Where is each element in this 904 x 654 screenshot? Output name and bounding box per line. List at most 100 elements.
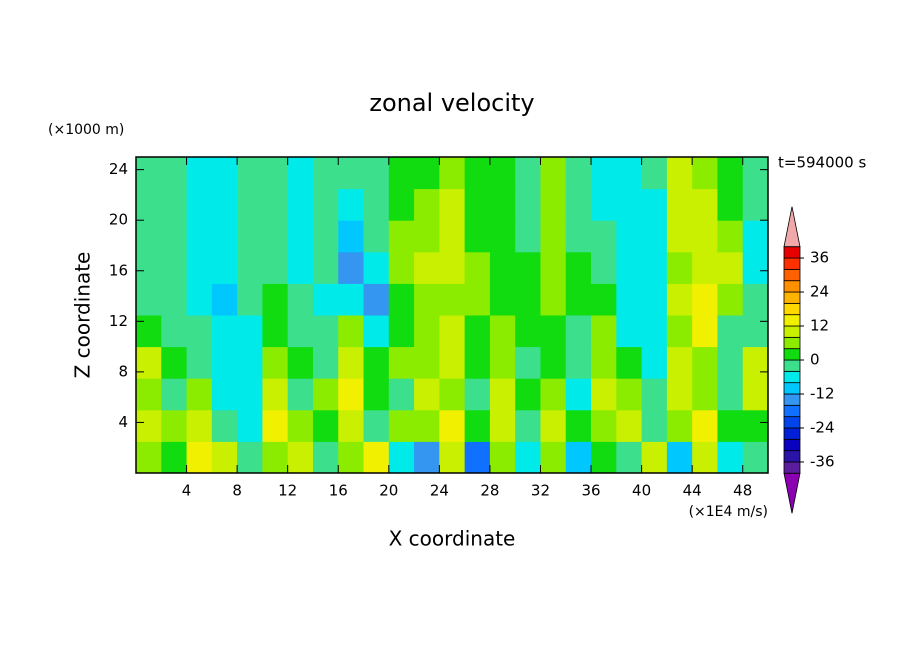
field-cell	[414, 157, 440, 190]
field-cell	[489, 315, 516, 348]
field-cell	[540, 441, 567, 474]
field-cell	[439, 188, 466, 221]
colorbar-box	[783, 450, 801, 463]
field-cell	[186, 251, 213, 284]
field-cell	[540, 378, 567, 411]
field-cell	[414, 346, 440, 379]
field-cell	[312, 441, 339, 474]
field-cell	[287, 346, 314, 379]
field-cell	[515, 220, 541, 253]
field-cell	[161, 220, 188, 253]
field-cell	[641, 315, 668, 348]
colorbar-box	[783, 325, 801, 338]
field	[136, 157, 769, 474]
y-tick-label: 12	[109, 312, 128, 330]
field-cell	[464, 157, 491, 190]
field-cell	[237, 409, 263, 442]
field-cell	[312, 283, 339, 316]
field-cell	[262, 315, 289, 348]
field-cell	[591, 251, 617, 284]
field-cell	[692, 378, 718, 411]
field-cell	[742, 346, 769, 379]
x-tick-label: 16	[329, 482, 348, 500]
field-cell	[161, 378, 188, 411]
field-cell	[515, 283, 541, 316]
field-cell	[338, 188, 365, 221]
field-cell	[591, 315, 617, 348]
field-cell	[287, 409, 314, 442]
field-cell	[489, 251, 516, 284]
field-cell	[666, 346, 693, 379]
field-cell	[692, 315, 718, 348]
field-cell	[565, 378, 592, 411]
field-cell	[439, 346, 466, 379]
field-cell	[641, 220, 668, 253]
field-cell	[742, 441, 769, 474]
field-cell	[161, 157, 188, 190]
field-cell	[489, 378, 516, 411]
field-cell	[186, 378, 213, 411]
field-cell	[464, 220, 491, 253]
field-cell	[439, 251, 466, 284]
field-cell	[414, 188, 440, 221]
field-cell	[414, 378, 440, 411]
y-tick-label: 24	[109, 160, 128, 178]
field-cell	[464, 441, 491, 474]
annotation: t=594000 s	[778, 154, 866, 172]
field-cell	[414, 441, 440, 474]
field-cell	[136, 188, 162, 221]
field-cell	[388, 251, 415, 284]
field-cell	[616, 378, 643, 411]
field-cell	[161, 315, 188, 348]
field-cell	[439, 283, 466, 316]
field-cell	[692, 441, 718, 474]
field-cell	[363, 188, 390, 221]
field-cell	[136, 157, 162, 190]
colorbar-box	[783, 291, 801, 304]
field-cell	[565, 251, 592, 284]
x-tick-label: 32	[531, 482, 550, 500]
field-cell	[186, 157, 213, 190]
field-cell	[439, 409, 466, 442]
field-cell	[136, 315, 162, 348]
value-units: (×1E4 m/s)	[689, 504, 768, 520]
field-cell	[540, 157, 567, 190]
field-cell	[540, 315, 567, 348]
field-cell	[388, 157, 415, 190]
field-cell	[692, 220, 718, 253]
field-cell	[237, 315, 263, 348]
field-cell	[666, 283, 693, 316]
field-cell	[717, 220, 744, 253]
field-cell	[136, 409, 162, 442]
field-cell	[237, 188, 263, 221]
field-cell	[515, 378, 541, 411]
field-cell	[338, 409, 365, 442]
field-cell	[262, 346, 289, 379]
field-cell	[489, 188, 516, 221]
x-tick-label: 40	[632, 482, 651, 500]
field-cell	[186, 315, 213, 348]
x-tick-label: 28	[480, 482, 499, 500]
field-cell	[287, 220, 314, 253]
field-cell	[262, 157, 289, 190]
y-tick-label: 20	[109, 211, 128, 229]
field-cell	[237, 378, 263, 411]
colorbar-box	[783, 280, 801, 293]
field-cell	[666, 188, 693, 221]
field-cell	[692, 283, 718, 316]
field-cell	[262, 188, 289, 221]
x-tick-label: 4	[182, 482, 192, 500]
field-cell	[439, 220, 466, 253]
field-cell	[287, 283, 314, 316]
field-cell	[515, 188, 541, 221]
field-cell	[464, 251, 491, 284]
field-cell	[742, 188, 769, 221]
field-cell	[312, 409, 339, 442]
field-cell	[742, 220, 769, 253]
field-cell	[287, 188, 314, 221]
field-cell	[439, 441, 466, 474]
plot-frame	[135, 156, 769, 474]
field-cell	[388, 315, 415, 348]
field-cell	[414, 220, 440, 253]
colorbar-box	[783, 370, 801, 384]
